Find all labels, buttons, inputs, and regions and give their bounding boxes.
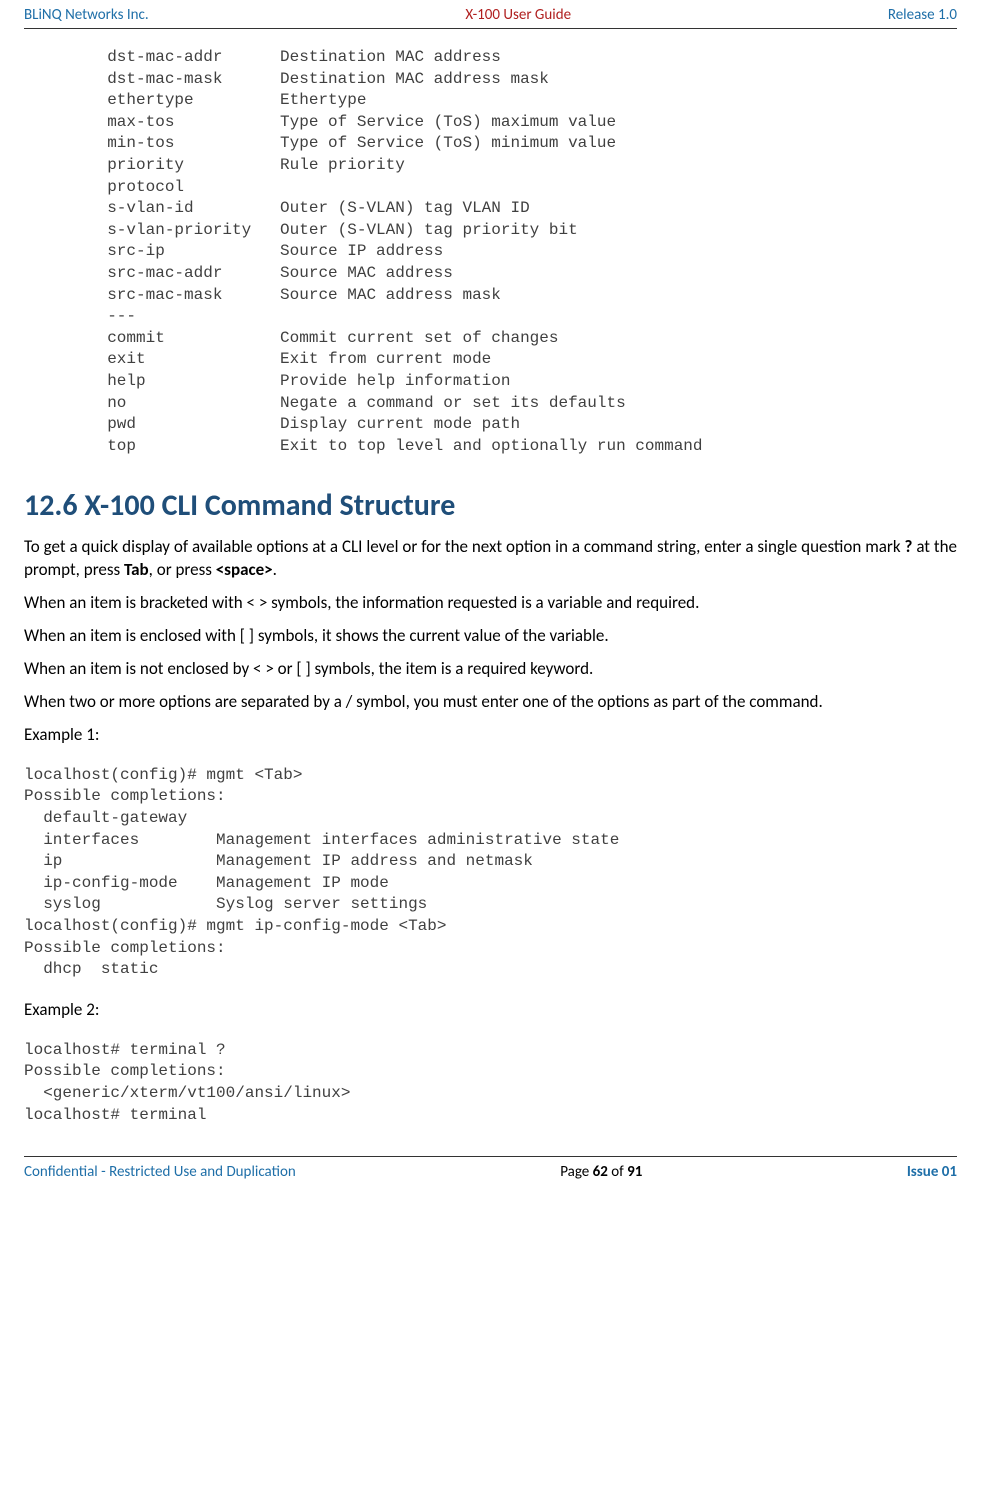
page-current: 62 xyxy=(593,1163,608,1181)
paragraph-slash: When two or more options are separated b… xyxy=(24,691,957,714)
text-fragment: , or press xyxy=(149,559,216,580)
page-header: BLiNQ Networks Inc. X-100 User Guide Rel… xyxy=(24,0,957,29)
example2-label: Example 2: xyxy=(24,999,957,1022)
text-tab: Tab xyxy=(124,559,149,580)
text-space: <space> xyxy=(216,559,273,580)
example2-code: localhost# terminal ? Possible completio… xyxy=(24,1040,957,1126)
paragraph-keyword: When an item is not enclosed by < > or [… xyxy=(24,658,957,681)
text-fragment: of xyxy=(608,1163,627,1181)
cli-options-block: dst-mac-addr Destination MAC address dst… xyxy=(24,47,957,457)
paragraph-intro: To get a quick display of available opti… xyxy=(24,536,957,582)
example1-code: localhost(config)# mgmt <Tab> Possible c… xyxy=(24,765,957,981)
page-footer: Confidential - Restricted Use and Duplic… xyxy=(24,1156,957,1191)
page-total: 91 xyxy=(627,1163,642,1181)
example1-label: Example 1: xyxy=(24,724,957,747)
footer-confidential: Confidential - Restricted Use and Duplic… xyxy=(24,1163,296,1181)
header-doc-title: X-100 User Guide xyxy=(465,6,571,24)
paragraph-angle-brackets: When an item is bracketed with < > symbo… xyxy=(24,592,957,615)
paragraph-square-brackets: When an item is enclosed with [ ] symbol… xyxy=(24,625,957,648)
footer-issue: Issue 01 xyxy=(907,1163,957,1181)
text-fragment: . xyxy=(273,559,277,580)
text-fragment: Page xyxy=(560,1163,592,1181)
section-heading: 12.6 X-100 CLI Command Structure xyxy=(24,487,957,524)
text-fragment: To get a quick display of available opti… xyxy=(24,536,905,557)
footer-page-number: Page 62 of 91 xyxy=(560,1163,642,1181)
page-container: BLiNQ Networks Inc. X-100 User Guide Rel… xyxy=(0,0,981,1191)
header-release: Release 1.0 xyxy=(888,6,957,24)
header-company: BLiNQ Networks Inc. xyxy=(24,6,149,24)
